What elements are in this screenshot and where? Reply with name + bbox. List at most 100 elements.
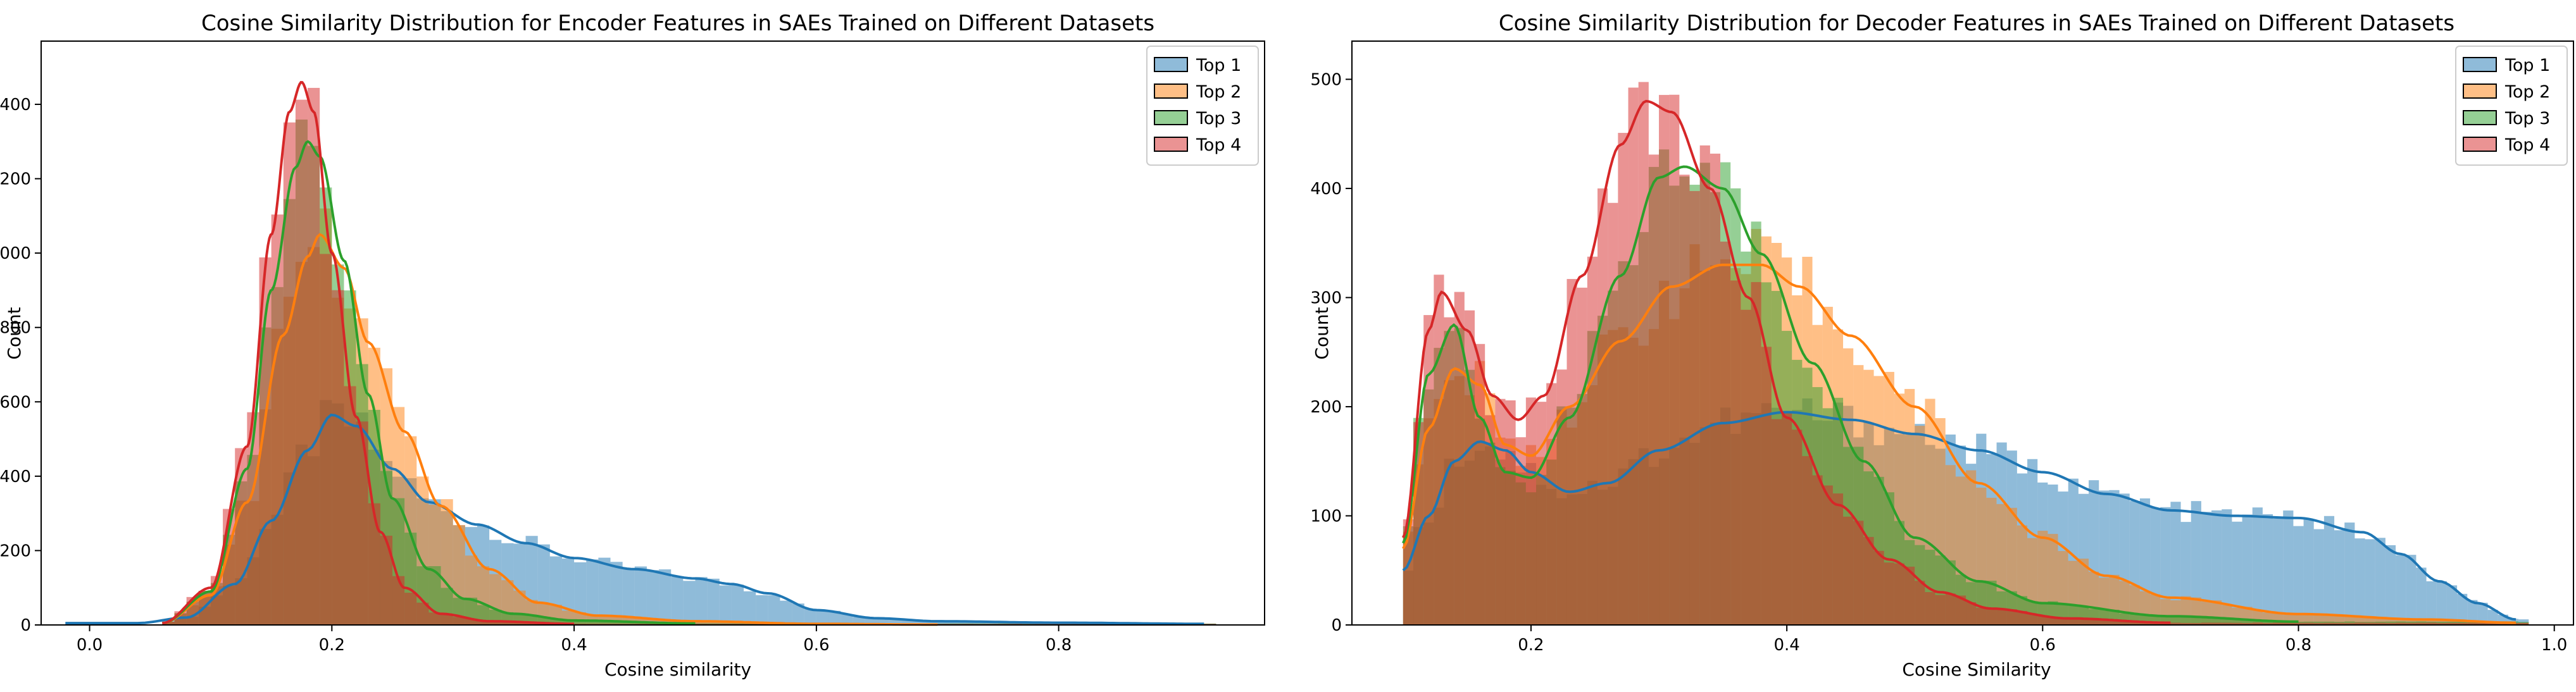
decoder-y-tick-label: 0 (1331, 616, 1342, 635)
encoder-bar-top-4 (453, 617, 465, 625)
decoder-bar-top-1 (2170, 502, 2181, 625)
decoder-bar-top-4 (2385, 622, 2396, 625)
encoder-bar-top-1 (937, 621, 950, 625)
decoder-bar-top-4 (1587, 256, 1598, 625)
encoder-legend-label-top-1: Top 1 (1196, 56, 1241, 75)
encoder-histogram-bars (162, 87, 1216, 626)
decoder-bar-top-1 (2211, 510, 2222, 625)
decoder-bar-top-4 (2457, 622, 2468, 625)
decoder-bar-top-4 (1915, 581, 1925, 625)
encoder-legend-label-top-2: Top 2 (1196, 82, 1241, 102)
decoder-bar-top-4 (2006, 609, 2017, 625)
encoder-legend-swatch-top-3 (1154, 110, 1188, 125)
encoder-legend-box (1146, 46, 1259, 166)
encoder-bar-top-1 (961, 621, 974, 625)
decoder-bar-top-3 (2232, 619, 2242, 625)
decoder-kde-top-2 (1402, 263, 2517, 624)
decoder-bar-top-4 (2180, 622, 2191, 625)
decoder-bar-top-4 (1515, 437, 1526, 625)
encoder-x-tick-label: 0.8 (1046, 636, 1072, 655)
encoder-bar-top-1 (574, 562, 587, 625)
encoder-bar-top-1 (768, 595, 780, 625)
decoder-bar-top-4 (1812, 475, 1823, 625)
decoder-bar-top-4 (2354, 622, 2365, 625)
decoder-bar-top-4 (1648, 154, 1660, 625)
decoder-bar-top-1 (2252, 507, 2263, 625)
encoder-plot-frame (41, 40, 1265, 626)
encoder-bar-top-4 (271, 214, 284, 625)
decoder-bar-top-4 (1904, 566, 1915, 625)
decoder-bar-top-4 (2293, 622, 2304, 625)
decoder-bar-top-4 (2467, 622, 2478, 625)
decoder-bar-top-1 (2457, 593, 2468, 625)
decoder-bar-top-4 (1525, 397, 1537, 625)
encoder-bar-top-2 (695, 621, 708, 625)
decoder-bar-top-4 (1996, 609, 2007, 625)
decoder-bar-top-1 (2416, 567, 2427, 625)
encoder-x-tick-label: 0.2 (319, 636, 345, 655)
decoder-bar-top-4 (2089, 618, 2099, 625)
encoder-bar-top-1 (634, 566, 647, 625)
decoder-bar-top-4 (1638, 82, 1649, 626)
encoder-bar-top-3 (634, 622, 647, 625)
encoder-bar-top-4 (356, 421, 368, 625)
decoder-bar-top-4 (1464, 310, 1475, 625)
decoder-x-ticks: 0.2 0.4 0.6 0.8 1.0 (1518, 625, 2567, 655)
encoder-kde-top-4 (162, 81, 575, 626)
decoder-bar-top-4 (2313, 622, 2324, 625)
decoder-bar-top-4 (1556, 369, 1567, 625)
decoder-legend: Top 1 Top 2 Top 3 Top 4 (2455, 46, 2568, 166)
decoder-bar-top-4 (2242, 622, 2253, 625)
decoder-bar-top-4 (2119, 621, 2130, 625)
encoder-bar-top-1 (659, 569, 672, 625)
encoder-x-axis-label: Cosine similarity (604, 659, 751, 680)
decoder-bar-top-4 (1710, 153, 1721, 626)
decoder-bar-top-4 (2170, 622, 2181, 625)
encoder-bar-top-1 (973, 622, 986, 625)
decoder-bar-top-1 (2303, 519, 2314, 625)
decoder-y-tick-label: 200 (1310, 398, 1342, 417)
decoder-bar-top-4 (1730, 280, 1741, 626)
decoder-bar-top-4 (1873, 550, 1884, 625)
decoder-bar-top-4 (2139, 622, 2151, 625)
encoder-bar-top-4 (404, 593, 417, 625)
encoder-y-tick-label: 0 (20, 616, 31, 635)
decoder-legend-swatch-top-3 (2463, 110, 2497, 125)
decoder-legend-label-top-2: Top 2 (2504, 82, 2550, 102)
decoder-bar-top-1 (2262, 514, 2273, 625)
decoder-bar-top-1 (2191, 501, 2201, 625)
encoder-bar-top-3 (574, 620, 587, 625)
decoder-bar-top-1 (2344, 522, 2355, 625)
encoder-x-tick-label: 0.4 (561, 636, 587, 655)
decoder-bar-top-4 (2396, 622, 2406, 625)
encoder-bar-top-1 (949, 621, 962, 625)
decoder-bar-top-1 (2354, 538, 2365, 625)
decoder-bar-top-4 (1618, 133, 1629, 626)
decoder-bar-top-1 (2375, 538, 2385, 625)
decoder-plot-frame (1351, 40, 2574, 626)
decoder-bar-top-4 (2446, 622, 2458, 625)
encoder-bar-top-4 (283, 122, 296, 625)
decoder-bar-top-4 (2099, 619, 2110, 625)
decoder-bar-top-4 (1986, 608, 1997, 625)
encoder-bar-top-1 (780, 600, 792, 625)
encoder-bar-top-1 (622, 569, 635, 625)
encoder-kde-top-3 (162, 140, 696, 625)
decoder-bar-top-4 (2416, 622, 2427, 625)
decoder-bar-top-4 (1413, 422, 1424, 625)
decoder-bar-top-4 (2191, 622, 2201, 625)
decoder-bar-top-4 (1577, 287, 1587, 625)
decoder-bar-top-4 (1955, 595, 1966, 625)
decoder-bar-top-4 (1853, 521, 1864, 625)
decoder-bar-top-4 (2334, 622, 2345, 625)
encoder-bar-top-4 (295, 99, 308, 626)
decoder-bar-top-3 (2242, 619, 2253, 625)
encoder-bar-top-4 (441, 614, 453, 625)
decoder-bar-top-4 (1495, 399, 1506, 625)
decoder-bar-top-4 (2027, 614, 2038, 625)
decoder-y-tick-label: 500 (1310, 70, 1342, 89)
encoder-y-ticks: 0 200 400 600 800 1000 1200 1400 (0, 96, 41, 635)
encoder-bar-top-1 (841, 614, 853, 625)
decoder-bar-top-2 (2365, 617, 2375, 625)
decoder-bar-top-4 (1689, 191, 1700, 625)
